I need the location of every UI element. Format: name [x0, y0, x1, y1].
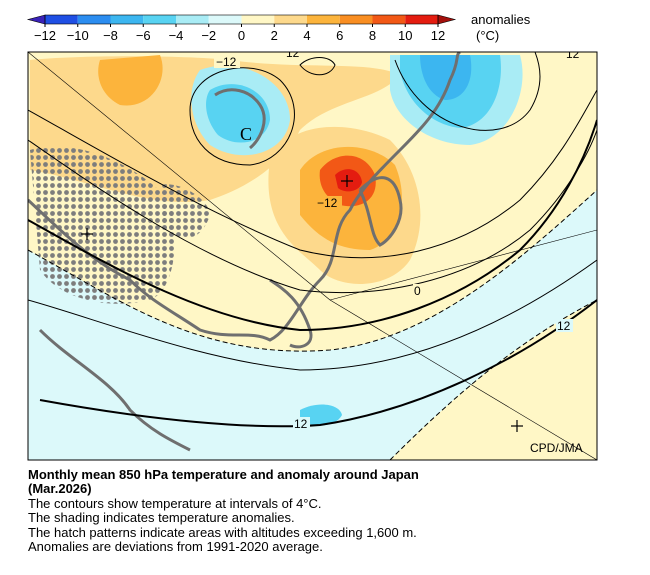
caption-line: The contours show temperature at interva…	[28, 496, 322, 511]
caption-title: (Mar.2026)	[28, 481, 92, 496]
colorbar-tick-label: −2	[201, 28, 216, 43]
contour-labels: −12 12 −12 0 12 12 12	[214, 46, 582, 431]
colorbar: −12 −10 −8 −6 −4 −2 0 2 4 6 8 10 12	[26, 14, 457, 43]
caption-title: Monthly mean 850 hPa temperature and ano…	[28, 467, 419, 482]
colorbar-bin	[77, 15, 111, 24]
colorbar-bin	[339, 15, 373, 24]
colorbar-tick-label: 12	[431, 28, 445, 43]
colorbar-tick-label: −10	[67, 28, 89, 43]
colorbar-tick-label: 2	[271, 28, 278, 43]
colorbar-tick-label: 8	[369, 28, 376, 43]
contour-label: 12	[566, 47, 580, 61]
colorbar-bin	[143, 15, 176, 24]
colorbar-bin	[45, 15, 78, 24]
colorbar-tick-label: −8	[103, 28, 118, 43]
colorbar-tick-label: 0	[238, 28, 245, 43]
colorbar-tick-label: 4	[303, 28, 310, 43]
colorbar-bin	[307, 15, 340, 24]
colorbar-bin	[176, 15, 209, 24]
colorbar-bin	[110, 15, 144, 24]
map-frame	[27, 51, 598, 461]
colorbar-bin	[405, 15, 438, 24]
colorbar-title: anomalies	[471, 12, 531, 27]
caption-line: Anomalies are deviations from 1991-2020 …	[28, 539, 323, 554]
contour-label: −12	[216, 55, 237, 69]
colorbar-bin	[372, 15, 406, 24]
contour-label: 12	[286, 46, 300, 60]
contour-label: 12	[557, 319, 571, 333]
colorbar-tick-label: 10	[398, 28, 412, 43]
caption-line: The hatch patterns indicate areas with a…	[28, 525, 417, 540]
colorbar-bin	[241, 15, 275, 24]
colorbar-tick-label: −12	[34, 28, 56, 43]
contour-label: 0	[414, 284, 421, 298]
colorbar-unit: (°C)	[476, 28, 499, 43]
colorbar-under	[26, 14, 46, 25]
contour-label: −12	[317, 196, 338, 210]
colorbar-tick-label: −6	[136, 28, 151, 43]
caption-line: The shading indicates temperature anomal…	[28, 510, 295, 525]
map: −12 12 −12 0 12 12 12 C CPD/JMA	[28, 46, 597, 460]
contour-label: 12	[294, 417, 308, 431]
center-label: C	[240, 124, 252, 144]
colorbar-over	[437, 14, 457, 25]
colorbar-bin	[274, 15, 307, 24]
colorbar-tick-label: 6	[336, 28, 343, 43]
colorbar-tick-label: −4	[169, 28, 184, 43]
colorbar-bin	[208, 15, 242, 24]
credit: CPD/JMA	[530, 441, 583, 455]
